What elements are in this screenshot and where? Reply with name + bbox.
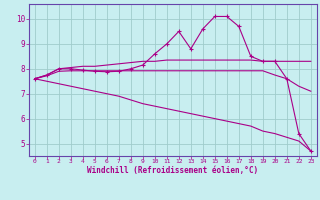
X-axis label: Windchill (Refroidissement éolien,°C): Windchill (Refroidissement éolien,°C) (87, 166, 258, 175)
